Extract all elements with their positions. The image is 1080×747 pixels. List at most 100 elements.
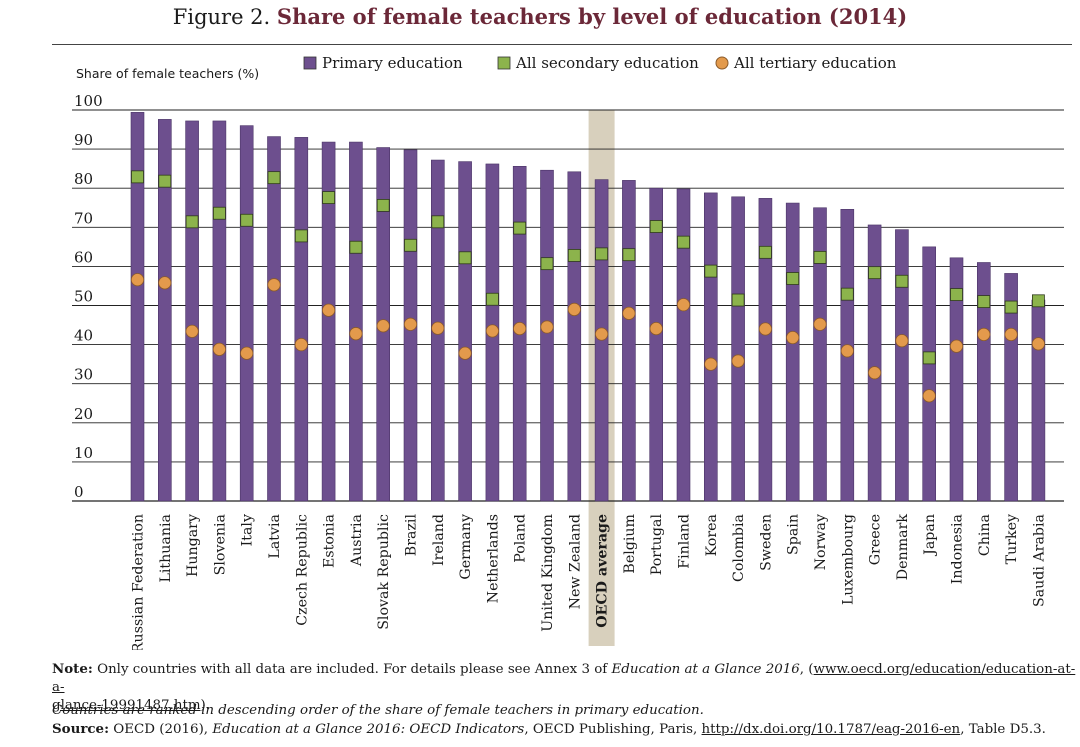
point-secondary: [1004, 300, 1018, 314]
x-tick-label: Czech Republic: [294, 514, 310, 626]
note-block: Note: Only countries with all data are i…: [52, 660, 1076, 715]
x-tick-label: Ireland: [431, 514, 447, 566]
point-secondary: [649, 220, 663, 233]
point-tertiary: [949, 339, 964, 353]
point-tertiary: [513, 321, 527, 336]
point-tertiary: [431, 321, 445, 335]
point-secondary: [677, 235, 690, 249]
x-tick-label: Turkey: [1004, 514, 1020, 564]
note-link[interactable]: www.oecd.org/education/education-at-a-gl…: [52, 662, 1075, 713]
bar-primary: [212, 120, 227, 502]
bar-primary: [239, 125, 254, 502]
point-secondary: [813, 251, 827, 264]
note-link-part-1[interactable]: www.oecd.org/education/education-at-a-: [52, 662, 1076, 695]
note-text-1: Only countries with all data are include…: [92, 662, 612, 677]
bar-primary: [867, 224, 882, 502]
legend-label: All tertiary education: [733, 54, 897, 72]
bar-primary: [703, 192, 718, 502]
bar-primary: [758, 198, 773, 502]
point-tertiary: [594, 327, 609, 341]
x-tick-label: Russian Federation: [131, 514, 147, 650]
bar-primary: [567, 171, 582, 502]
bar-primary: [349, 141, 363, 502]
x-tick-label: Portugal: [649, 514, 665, 576]
y-tick-label: 70: [74, 209, 93, 227]
point-secondary: [212, 206, 226, 220]
point-secondary: [431, 215, 445, 229]
y-tick-label: 30: [74, 366, 93, 384]
figure-main-title: Share of female teachers by level of edu…: [276, 4, 908, 29]
point-tertiary: [922, 389, 936, 403]
note-label: Note:: [52, 661, 93, 677]
note-text-2: , (: [799, 662, 814, 677]
point-tertiary: [321, 303, 336, 317]
y-axis-label: Share of female teachers (%): [76, 66, 259, 81]
source-link[interactable]: http://dx.doi.org/10.1787/eag-2016-en: [701, 722, 961, 737]
y-tick-label: 90: [74, 131, 93, 149]
point-tertiary: [403, 317, 418, 331]
point-secondary: [595, 247, 608, 261]
point-tertiary: [158, 276, 172, 290]
point-secondary: [540, 257, 554, 271]
legend-swatch-bar: [303, 56, 317, 70]
source-italic-title: Education at a Glance 2016: OECD Indicat…: [212, 722, 525, 737]
x-tick-label: Spain: [786, 514, 802, 555]
x-tick-label: China: [977, 513, 993, 556]
point-tertiary: [485, 324, 499, 338]
note-italic-title: Education at a Glance 2016: [611, 662, 800, 677]
note-link-part-2[interactable]: glance-19991487.htm: [52, 698, 201, 713]
point-secondary: [240, 213, 254, 227]
bar-primary: [785, 202, 800, 502]
legend-label: All secondary education: [515, 54, 699, 72]
legend-swatch-square: [497, 56, 511, 70]
x-tick-label: Finland: [677, 514, 693, 569]
bar-primary: [731, 196, 745, 502]
point-secondary: [759, 245, 772, 259]
point-tertiary: [540, 320, 554, 334]
bar-primary: [294, 137, 309, 502]
point-tertiary: [185, 324, 199, 338]
bar-primary: [949, 257, 964, 502]
x-tick-label: Austria: [349, 513, 365, 567]
bar-primary: [676, 188, 691, 502]
x-tick-label: Norway: [813, 514, 829, 570]
bar-primary: [158, 119, 172, 502]
x-tick-label: Netherlands: [485, 514, 501, 603]
bar-primary: [130, 112, 145, 502]
x-tick-label: Luxembourg: [840, 514, 856, 605]
source-text-3: , Table D5.3.: [960, 722, 1046, 737]
point-secondary: [485, 292, 499, 306]
source-block: Source: OECD (2016), Education at a Glan…: [52, 720, 1076, 739]
point-secondary: [513, 221, 527, 235]
bar-primary: [895, 229, 909, 502]
x-tick-label: Korea: [704, 513, 720, 556]
x-tick-label: Latvia: [267, 513, 283, 558]
point-secondary: [404, 238, 417, 252]
point-tertiary: [649, 321, 663, 336]
y-tick-label: 40: [74, 327, 93, 345]
point-secondary: [731, 293, 745, 307]
point-secondary: [158, 174, 172, 188]
x-tick-label: Poland: [513, 514, 529, 563]
point-tertiary: [731, 354, 745, 368]
point-tertiary: [1031, 337, 1046, 351]
y-tick-label: 60: [74, 248, 93, 266]
x-tick-label: Italy: [240, 514, 256, 546]
point-tertiary: [676, 298, 691, 312]
point-tertiary: [1004, 327, 1018, 342]
point-tertiary: [867, 366, 882, 380]
bar-primary: [813, 207, 827, 502]
x-tick-label: Indonesia: [950, 513, 966, 584]
point-secondary: [185, 215, 199, 229]
y-tick-label: 10: [74, 444, 93, 462]
title-rule: [52, 44, 1072, 45]
point-secondary: [977, 295, 991, 308]
point-tertiary: [758, 322, 773, 336]
point-secondary: [458, 251, 472, 265]
y-tick-label: 0: [74, 483, 84, 501]
x-tick-label: Belgium: [622, 513, 638, 573]
x-tick-label: Greece: [868, 514, 884, 565]
x-tick-label: Slovak Republic: [376, 514, 392, 630]
bar-primary: [458, 161, 472, 502]
point-tertiary: [376, 319, 390, 333]
